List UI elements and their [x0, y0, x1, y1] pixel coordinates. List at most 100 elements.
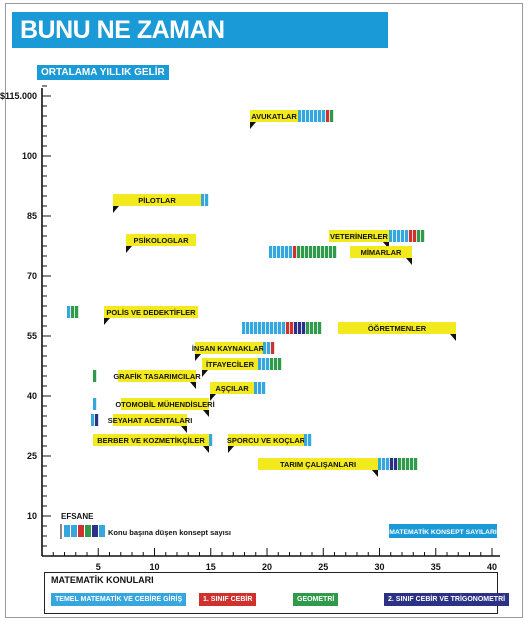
concept-stripe [273, 246, 277, 258]
job-label: AVUKATLAR [251, 112, 297, 121]
job-pointer [126, 246, 132, 253]
concept-stripe [277, 246, 281, 258]
concept-stripe [286, 322, 290, 334]
concept-stripe [313, 246, 317, 258]
job-label: PİLOTLAR [138, 196, 176, 205]
concept-stripe [413, 230, 417, 242]
job-pointer [250, 122, 256, 129]
concept-stripe [318, 322, 322, 334]
concept-stripe [330, 110, 334, 122]
concept-stripe [326, 110, 330, 122]
concept-stripe [93, 398, 97, 410]
concept-stripe [329, 246, 333, 258]
job-label: OTOMOBİL MÜHENDİSLERİ [115, 400, 214, 409]
concept-stripe [306, 110, 310, 122]
job-label-bg [350, 246, 412, 258]
concept-stripe [405, 230, 409, 242]
concept-stripe [246, 322, 250, 334]
concept-stripe [93, 370, 97, 382]
concept-stripe [270, 358, 274, 370]
concept-stripe [297, 246, 301, 258]
x-tick-label: 10 [149, 562, 159, 572]
job-pointer [210, 394, 216, 401]
concept-stripe [414, 458, 418, 470]
concept-stripe [301, 246, 305, 258]
concept-stripe [389, 230, 393, 242]
job-pointer [202, 370, 208, 377]
y-tick-label: 25 [27, 451, 37, 461]
concept-stripe [306, 322, 310, 334]
concept-stripe [254, 322, 258, 334]
x-tick-label: 35 [431, 562, 441, 572]
concept-stripe [302, 110, 306, 122]
concept-stripe [271, 342, 275, 354]
job-pointer [113, 206, 119, 213]
concept-stripe [293, 246, 297, 258]
concept-stripe [302, 322, 306, 334]
concept-stripe [325, 246, 329, 258]
concept-stripe [409, 230, 413, 242]
concept-stripe [394, 458, 398, 470]
y-tick-label: 70 [27, 271, 37, 281]
x-axis-label: MATEMATİK KONSEPT SAYILARI [389, 528, 497, 536]
concept-stripe [282, 322, 286, 334]
job-label-bg [104, 306, 198, 318]
concept-stripe [417, 230, 421, 242]
concept-stripe [242, 322, 246, 334]
legend-title: EFSANE [61, 512, 94, 521]
job-label-bg [93, 434, 209, 446]
x-tick-label: 15 [206, 562, 216, 572]
job-pointer [203, 446, 209, 453]
concept-stripe [250, 322, 254, 334]
concept-stripe [333, 246, 337, 258]
concept-stripe [281, 246, 285, 258]
job-label-bg [210, 382, 254, 394]
concept-stripe [382, 458, 386, 470]
concept-stripe [397, 230, 401, 242]
job-label: MİMARLAR [361, 248, 402, 257]
concept-stripe [305, 246, 309, 258]
concept-stripe [309, 246, 313, 258]
concept-stripe [390, 458, 394, 470]
job-label-bg [250, 110, 298, 122]
job-label: İNSAN KAYNAKLARI [192, 344, 266, 353]
job-label: BERBER VE KOZMETİKÇİLER [97, 436, 205, 445]
concept-stripe [270, 322, 274, 334]
concept-stripe [321, 246, 325, 258]
concept-stripe [314, 110, 318, 122]
job-label-bg [195, 342, 263, 354]
job-pointer [228, 446, 234, 453]
concept-stripe [269, 246, 273, 258]
concept-stripe [304, 434, 308, 446]
job-label-bg [329, 230, 389, 242]
legend-stripe [71, 525, 77, 537]
chart-title: BUNU NE ZAMAN KULLANACAĞIM [12, 12, 388, 80]
y-axis-label: ORTALAMA YILLIK GELİR [37, 65, 169, 80]
x-tick-label: 20 [262, 562, 272, 572]
job-label: SPORCU VE KOÇLAR [227, 436, 306, 445]
concept-stripe [71, 306, 75, 318]
concept-stripe [314, 322, 318, 334]
concept-stripe [308, 434, 312, 446]
concept-stripe [266, 322, 270, 334]
concept-stripe [266, 358, 270, 370]
job-label: POLİS VE DEDEKTİFLER [106, 308, 196, 317]
concept-stripe [262, 322, 266, 334]
x-tick-label: 40 [487, 562, 497, 572]
job-label-bg [118, 370, 196, 382]
concept-stripe [278, 358, 282, 370]
concept-stripe [91, 414, 95, 426]
job-pointer [181, 426, 187, 433]
y-tick-label: 100 [22, 151, 37, 161]
topic-geometry: GEOMETRİ [293, 593, 339, 606]
job-pointer [104, 318, 110, 325]
concept-stripe [410, 458, 414, 470]
concept-stripe [258, 382, 262, 394]
topic-basic-math: TEMEL MATEMATİK VE CEBİRE GİRİŞ [51, 593, 187, 606]
job-label-bg [258, 458, 378, 470]
job-label: PSİKOLOGLAR [133, 236, 189, 245]
concept-stripe [310, 322, 314, 334]
chart-frame [5, 3, 523, 618]
job-label: İTFAYECİLER [206, 360, 255, 369]
job-pointer [406, 258, 412, 265]
